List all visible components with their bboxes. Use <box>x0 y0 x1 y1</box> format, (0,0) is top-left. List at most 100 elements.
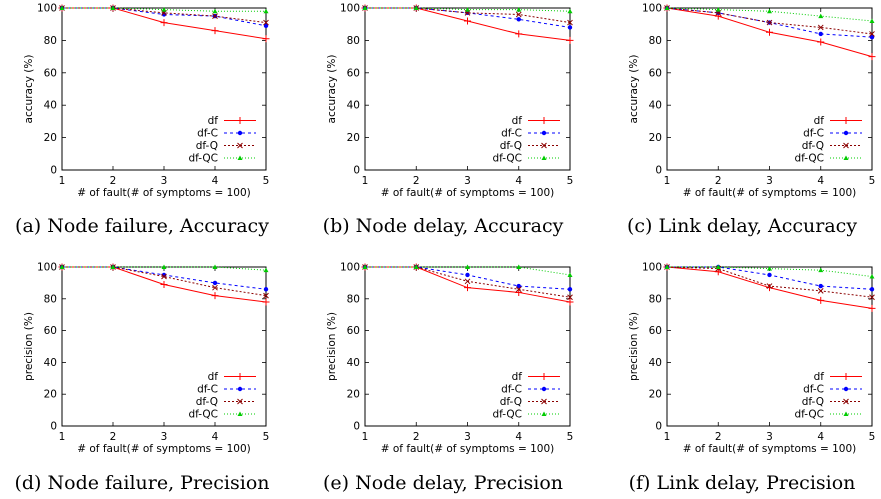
data-point-df-QC <box>212 264 218 269</box>
legend-marker-df-QC <box>541 411 547 416</box>
x-tick-label: 4 <box>515 175 522 187</box>
data-point-df-QC <box>818 13 824 19</box>
x-axis-label: # of fault(# of symptoms = 100) <box>381 443 555 455</box>
data-point-df-C <box>869 34 875 40</box>
data-point-df-QC <box>715 7 721 12</box>
x-tick-label: 1 <box>362 175 369 187</box>
data-point-df <box>566 298 574 306</box>
y-tick-label: 0 <box>353 165 360 177</box>
y-tick-label: 100 <box>340 262 360 274</box>
x-tick-label: 1 <box>664 175 671 187</box>
data-point-df-Q <box>263 19 269 26</box>
y-tick-label: 40 <box>44 357 57 369</box>
x-tick-label: 2 <box>413 175 420 187</box>
legend-label: df-Q <box>500 396 522 408</box>
y-tick-label: 0 <box>655 421 662 433</box>
x-tick-label: 4 <box>817 175 824 187</box>
x-tick-label: 2 <box>110 175 117 187</box>
legend-label: df <box>512 371 523 383</box>
panel-caption: (f) Link delay, Precision <box>629 472 856 494</box>
y-tick-label: 80 <box>44 293 57 305</box>
legend-label: df-Q <box>802 396 824 408</box>
y-tick-label: 80 <box>347 35 360 47</box>
x-tick-label: 2 <box>715 175 722 187</box>
legend-label: df-QC <box>492 153 522 165</box>
legend-label: df-C <box>803 128 824 140</box>
y-tick-label: 0 <box>50 421 57 433</box>
legend-marker-df-C <box>237 130 243 136</box>
x-tick-label: 3 <box>766 431 773 443</box>
data-point-df-C <box>263 23 269 29</box>
y-tick-label: 60 <box>649 67 662 79</box>
series-df-QC <box>362 264 573 277</box>
x-tick-label: 5 <box>567 431 574 443</box>
legend-marker-df-QC <box>237 411 243 416</box>
series-df-QC <box>664 5 875 23</box>
legend-label: df-QC <box>794 409 824 421</box>
y-tick-label: 40 <box>347 100 360 112</box>
data-point-df-Q <box>766 283 773 289</box>
chart-panel-c: 0 20 40 60 80 100 1 2 3 4 5 # of fault(# of symptom… <box>627 3 876 237</box>
panel-caption: (e) Node delay, Precision <box>323 472 563 494</box>
data-point-df-C <box>516 17 521 22</box>
legend-label: df-Q <box>802 140 824 152</box>
y-tick-label: 100 <box>642 262 662 274</box>
legend-label: df <box>814 115 825 127</box>
legend-marker-df <box>540 373 548 380</box>
x-tick-label: 3 <box>161 431 168 443</box>
y-axis-label: accuracy (%) <box>628 55 640 124</box>
data-point-df-QC <box>869 274 875 279</box>
y-tick-label: 20 <box>347 389 360 401</box>
data-point-df-QC <box>465 264 470 269</box>
data-point-df <box>211 27 219 35</box>
chart-panel-e: 0 20 40 60 80 100 1 2 3 4 5 # of fault(# of symptom… <box>323 262 574 494</box>
data-point-df <box>817 296 825 304</box>
data-point-df-QC <box>362 264 368 269</box>
series-df-QC <box>59 5 269 14</box>
data-point-df-C <box>869 287 875 292</box>
series-line-df-Q <box>666 266 873 298</box>
data-point-df <box>868 304 876 312</box>
data-point-df <box>566 36 574 44</box>
data-point-df-C <box>567 287 573 292</box>
legend-marker-df <box>540 117 548 124</box>
data-point-df <box>515 288 523 296</box>
data-point-df <box>515 30 523 38</box>
y-tick-label: 100 <box>340 3 360 15</box>
data-point-df-Q <box>567 294 573 301</box>
legend-marker-df-C <box>541 386 547 392</box>
legend-marker-df-QC <box>541 155 547 160</box>
legend-marker-df <box>842 373 850 380</box>
data-point-df-QC <box>212 8 218 14</box>
legend-label: df-C <box>501 128 522 140</box>
data-point-df-QC <box>767 8 772 14</box>
data-point-df-QC <box>413 5 419 10</box>
legend-marker-df <box>236 373 244 380</box>
data-point-df-C <box>818 283 823 289</box>
y-tick-label: 60 <box>44 67 57 79</box>
y-tick-label: 40 <box>347 357 360 369</box>
legend-label: df-QC <box>794 153 824 165</box>
y-tick-label: 100 <box>37 262 57 274</box>
y-tick-label: 20 <box>44 389 57 401</box>
legend-label: df-C <box>803 384 824 396</box>
legend-marker-df-QC <box>843 411 849 416</box>
data-point-df-QC <box>767 266 772 271</box>
legend-label: df-C <box>197 384 218 396</box>
legend-marker-df-C <box>541 130 547 136</box>
panel-caption: (c) Link delay, Accuracy <box>627 215 857 237</box>
data-point-df <box>766 284 773 292</box>
legend-marker-df-Q <box>541 398 547 405</box>
legend-label: df <box>208 371 219 383</box>
data-point-df <box>160 19 168 27</box>
legend-label: df-Q <box>500 140 522 152</box>
data-point-df-QC <box>715 264 721 269</box>
data-point-df-QC <box>161 7 167 12</box>
panel-caption: (d) Node failure, Precision <box>14 472 269 494</box>
chart-panel-f: 0 20 40 60 80 100 1 2 3 4 5 # of fault(# of symptom… <box>628 262 876 494</box>
